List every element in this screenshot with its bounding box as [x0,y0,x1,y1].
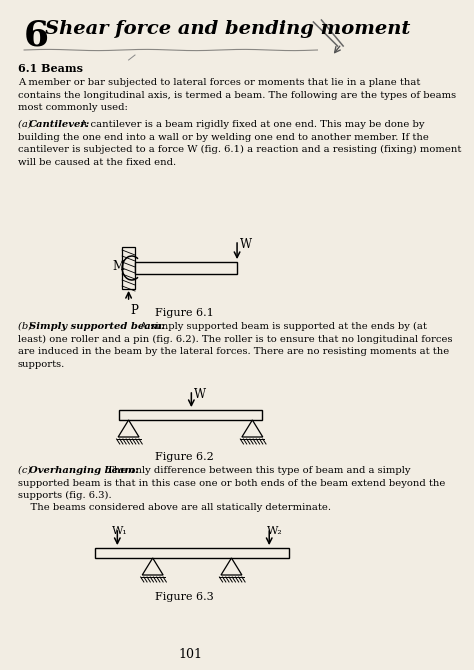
Text: Simply supported beam:: Simply supported beam: [29,322,165,331]
Text: M: M [112,259,125,273]
Text: are induced in the beam by the lateral forces. There are no resisting moments at: are induced in the beam by the lateral f… [18,347,449,356]
Text: Figure 6.2: Figure 6.2 [155,452,214,462]
Text: W: W [240,238,253,251]
Text: Overhanging beam:: Overhanging beam: [29,466,139,475]
Text: A member or bar subjected to lateral forces or moments that lie in a plane that: A member or bar subjected to lateral for… [18,78,420,87]
Text: W₁: W₁ [112,526,128,536]
Bar [122,247,135,289]
Text: W₂: W₂ [267,526,283,536]
Text: supports.: supports. [18,360,65,368]
Text: Figure 6.1: Figure 6.1 [155,308,214,318]
Text: least) one roller and a pin (fig. 6.2). The roller is to ensure that no longitud: least) one roller and a pin (fig. 6.2). … [18,334,452,344]
Polygon shape [142,558,163,575]
Text: 6.1 Beams: 6.1 Beams [18,63,82,74]
Text: Shear force and bending moment: Shear force and bending moment [45,20,410,38]
Text: (c): (c) [18,466,34,475]
Text: contains the longitudinal axis, is termed a beam. The following are the types of: contains the longitudinal axis, is terme… [18,90,456,100]
Polygon shape [135,262,237,274]
Polygon shape [221,558,242,575]
Text: supports (fig. 6.3).: supports (fig. 6.3). [18,491,111,500]
Polygon shape [95,548,289,558]
Text: will be caused at the fixed end.: will be caused at the fixed end. [18,157,176,167]
Text: 101: 101 [179,648,202,661]
Text: The only difference between this type of beam and a simply: The only difference between this type of… [104,466,411,475]
Text: 6: 6 [24,18,49,52]
Text: P: P [130,304,138,317]
Text: most commonly used:: most commonly used: [18,103,128,112]
Text: Figure 6.3: Figure 6.3 [155,592,214,602]
Polygon shape [242,420,263,437]
Polygon shape [118,420,139,437]
Text: cantilever is subjected to a force W (fig. 6.1) a reaction and a resisting (fixi: cantilever is subjected to a force W (fi… [18,145,461,154]
Text: The beams considered above are all statically determinate.: The beams considered above are all stati… [18,503,331,513]
Text: A cantilever is a beam rigidly fixed at one end. This may be done by: A cantilever is a beam rigidly fixed at … [77,120,425,129]
Polygon shape [119,410,262,420]
Text: W: W [194,388,206,401]
Text: A simply supported beam is supported at the ends by (at: A simply supported beam is supported at … [137,322,427,331]
Text: (b): (b) [18,322,35,331]
Text: Cantilever:: Cantilever: [29,120,91,129]
Text: supported beam is that in this case one or both ends of the beam extend beyond t: supported beam is that in this case one … [18,478,445,488]
Text: building the one end into a wall or by welding one end to another member. If the: building the one end into a wall or by w… [18,133,428,141]
Text: (a): (a) [18,120,35,129]
